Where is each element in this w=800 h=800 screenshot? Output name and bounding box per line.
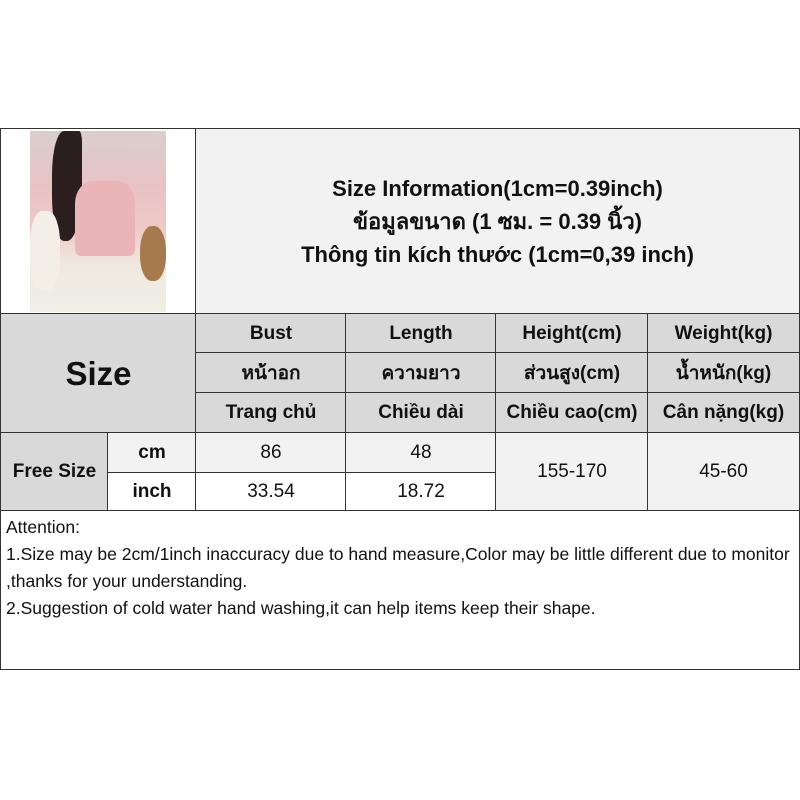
height-range: 155-170 bbox=[495, 432, 649, 512]
length-inch: 18.72 bbox=[345, 472, 497, 512]
col-bust-th: หน้าอก bbox=[195, 352, 347, 394]
bust-cm: 86 bbox=[195, 432, 347, 474]
col-bust-en: Bust bbox=[195, 313, 347, 354]
col-weight-en: Weight(kg) bbox=[647, 313, 800, 354]
length-cm: 48 bbox=[345, 432, 497, 474]
size-info-header: Size Information(1cm=0.39inch) ข้อมูลขนา… bbox=[195, 128, 800, 315]
weight-range: 45-60 bbox=[647, 432, 800, 512]
size-label-cell: Size bbox=[0, 313, 197, 434]
unit-cm: cm bbox=[107, 432, 197, 474]
col-height-th: ส่วนสูง(cm) bbox=[495, 352, 649, 394]
col-length-th: ความยาว bbox=[345, 352, 497, 394]
size-label: Size bbox=[65, 354, 132, 392]
col-weight-vi: Cân nặng(kg) bbox=[647, 392, 800, 434]
header-line-th: ข้อมูลขนาด (1 ซม. = 0.39 นิ้ว) bbox=[352, 209, 642, 234]
bust-inch: 33.54 bbox=[195, 472, 347, 512]
free-size-label: Free Size bbox=[0, 432, 109, 512]
col-length-en: Length bbox=[345, 313, 497, 354]
header-line-en: Size Information(1cm=0.39inch) bbox=[332, 176, 663, 201]
attention-title: Attention: bbox=[6, 517, 80, 537]
unit-inch: inch bbox=[107, 472, 197, 512]
header-line-vi: Thông tin kích thước (1cm=0,39 inch) bbox=[301, 242, 694, 267]
col-bust-vi: Trang chủ bbox=[195, 392, 347, 434]
col-height-en: Height(cm) bbox=[495, 313, 649, 354]
col-length-vi: Chiều dài bbox=[345, 392, 497, 434]
col-weight-th: น้ำหนัก(kg) bbox=[647, 352, 800, 394]
attention-note-2: 2.Suggestion of cold water hand washing,… bbox=[6, 598, 596, 618]
col-height-vi: Chiều cao(cm) bbox=[495, 392, 649, 434]
attention-notes: Attention: 1.Size may be 2cm/1inch inacc… bbox=[0, 510, 800, 670]
attention-note-1: 1.Size may be 2cm/1inch inaccuracy due t… bbox=[6, 544, 790, 591]
product-photo bbox=[30, 131, 166, 312]
